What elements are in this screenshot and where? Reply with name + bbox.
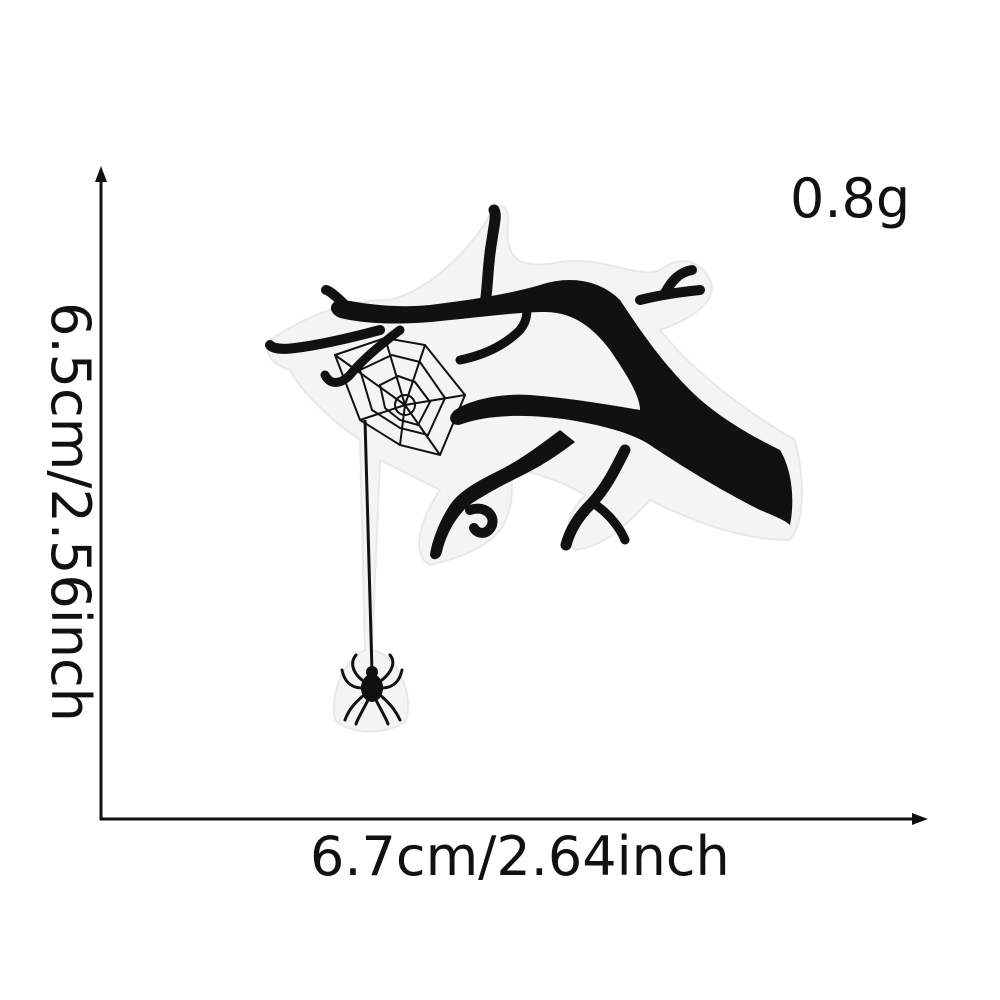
horizontal-axis-arrow-icon	[912, 813, 928, 825]
height-dimension-label: 6.5cm/2.56inch	[39, 302, 102, 722]
patch-felt-border	[266, 205, 803, 733]
spider-icon	[340, 419, 404, 726]
tree-branch-icon	[265, 204, 793, 560]
spider-thread	[363, 419, 374, 673]
width-dimension-label: 6.7cm/2.64inch	[310, 825, 730, 888]
vertical-axis-arrow-icon	[95, 166, 107, 182]
spiderweb-icon	[333, 336, 467, 457]
weight-label: 0.8g	[790, 167, 911, 230]
